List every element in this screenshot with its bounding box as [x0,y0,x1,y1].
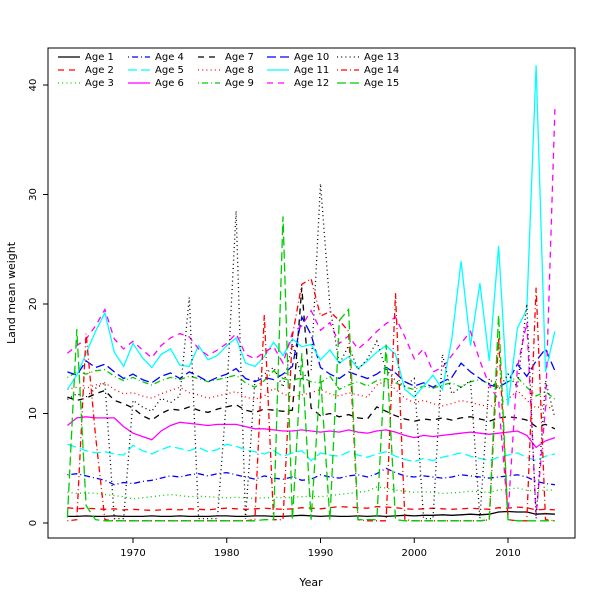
legend-entry-age-10: Age 10 [267,52,329,63]
legend-label: Age 8 [225,65,254,76]
legend-entry-age-13: Age 13 [337,52,399,63]
series-layer [66,65,556,522]
legend-label: Age 14 [364,65,399,76]
series-line-age-6 [66,416,556,449]
legend-label: Age 15 [364,78,399,89]
legend-entry-age-11: Age 11 [267,65,329,76]
series-line-age-7 [67,287,556,430]
series-line-age-11 [66,65,556,406]
legend-label: Age 5 [155,65,184,76]
series-line-age-12 [66,109,556,516]
legend-entry-age-14: Age 14 [337,65,399,76]
legend-label: Age 9 [225,78,254,89]
legend-entry-age-1: Age 1 [58,52,114,63]
y-tick-label: 10 [28,407,39,420]
legend-entry-age-3: Age 3 [58,78,114,89]
legend-entry-age-9: Age 9 [198,78,254,89]
y-tick-label: 0 [28,520,39,526]
legend-entry-age-5: Age 5 [128,65,184,76]
legend-label: Age 13 [364,52,399,63]
y-tick-label: 20 [28,298,39,311]
series-line-age-10 [67,315,556,388]
legend-entry-age-7: Age 7 [198,52,254,63]
x-tick-label: 1970 [120,548,145,559]
plot-frame [47,47,576,539]
y-tick-label: 30 [28,188,39,201]
legend-label: Age 11 [294,65,329,76]
legend-entry-age-15: Age 15 [337,78,399,89]
series-line-age-4 [67,467,555,486]
legend-entry-age-2: Age 2 [58,65,114,76]
legend-entry-age-8: Age 8 [198,65,254,76]
legend-entry-age-4: Age 4 [128,52,184,63]
x-tick-label: 1990 [308,548,333,559]
y-tick-label: 40 [28,79,39,92]
x-tick-label: 2010 [495,548,520,559]
legend: Age 1 Age 2 Age 3 Age 4 Age 5 Age 6 Age 7 Age 8… [58,52,399,89]
y-axis-label: Land mean weight [5,241,18,344]
legend-entry-age-12: Age 12 [267,78,329,89]
legend-entry-age-6: Age 6 [128,78,184,89]
series-line-age-15 [66,216,555,522]
series-line-age-5 [67,443,556,463]
legend-label: Age 3 [85,78,114,89]
plot-border [47,47,576,539]
legend-label: Age 6 [155,78,184,89]
x-tick-label: 2000 [402,548,427,559]
series-line-age-9 [67,369,556,400]
series-line-age-14 [67,277,555,522]
axis-ticks: 1970 1980 1990 2000 2010 0 10 20 30 40 [28,79,521,559]
legend-label: Age 7 [225,52,254,63]
series-line-age-13 [67,183,556,520]
x-axis-label: Year [298,576,323,589]
legend-label: Age 12 [294,78,329,89]
legend-label: Age 2 [85,65,114,76]
legend-label: Age 1 [85,52,114,63]
legend-label: Age 10 [294,52,329,63]
x-tick-label: 1980 [214,548,239,559]
legend-label: Age 4 [155,52,184,63]
